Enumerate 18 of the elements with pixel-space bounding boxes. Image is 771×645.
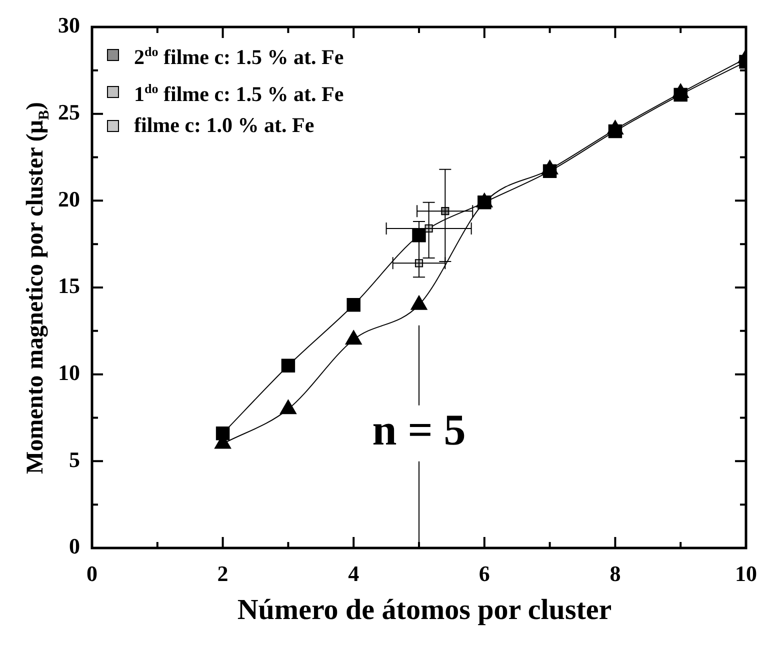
x-tick-label: 8 [610, 560, 621, 586]
y-tick-label: 10 [58, 360, 80, 386]
y-tick-label: 15 [58, 273, 80, 298]
x-tick-label: 10 [735, 560, 757, 586]
y-tick-label: 5 [69, 446, 80, 472]
x-tick-label: 6 [478, 560, 490, 586]
y-tick-label: 30 [58, 12, 80, 38]
y-tick-label: 0 [69, 534, 80, 559]
legend-label: 2$^{do}$ filme c: 1.5 % at. Fe [134, 43, 344, 71]
x-tick-label: 2 [217, 560, 228, 586]
x-axis-title: Número de átomos por cluster [236, 594, 613, 627]
y-tick-label: 20 [58, 186, 80, 212]
ref-line-label: n = 5 [372, 406, 466, 455]
legend-label: filme c: 1.0 % at. Fe [134, 112, 314, 139]
x-tick-label: 4 [348, 560, 360, 586]
x-tick-label: 0 [86, 560, 98, 586]
y-tick-label: 25 [58, 100, 80, 125]
legend-label: 1$^{do}$ filme c: 1.5 % at. Fe [134, 80, 344, 108]
